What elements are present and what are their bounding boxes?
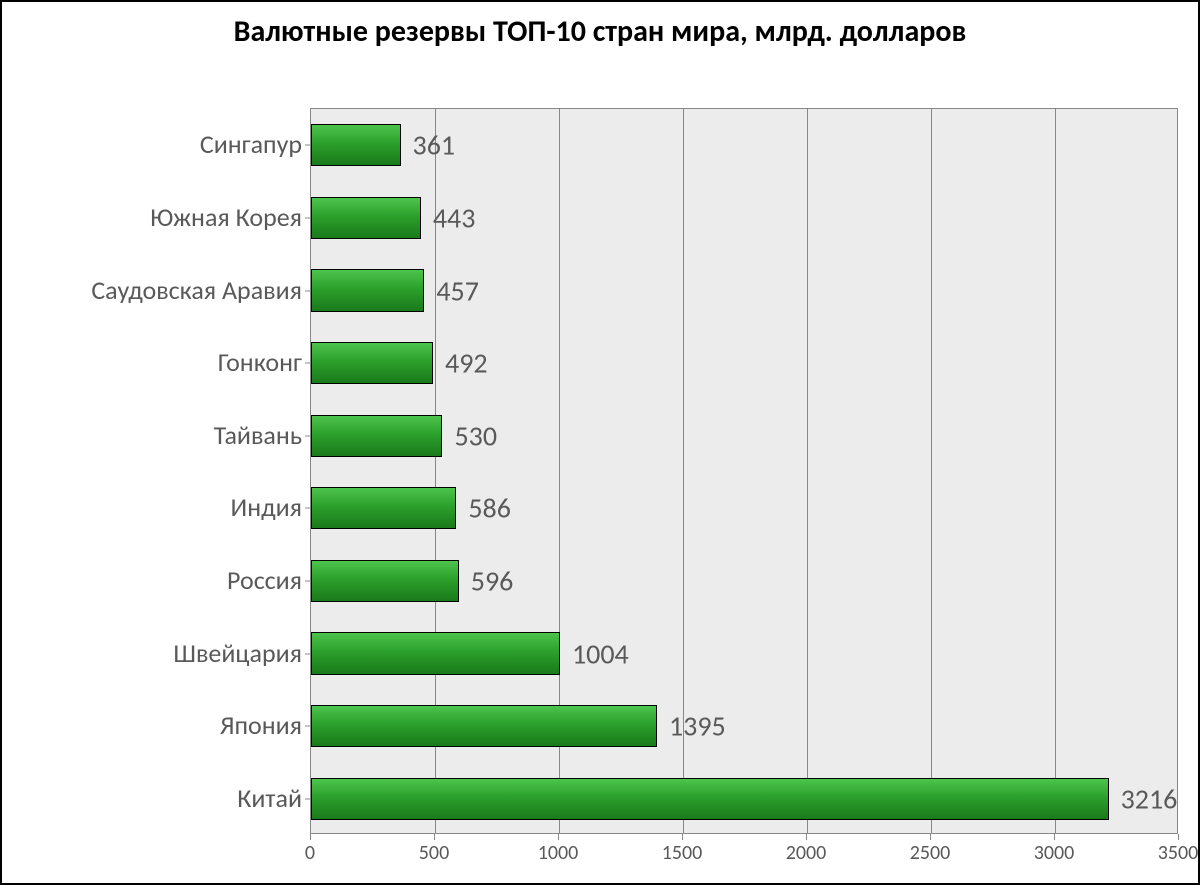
bar-data-label: 1004 — [572, 636, 629, 671]
bar — [311, 197, 421, 239]
bar-data-label: 492 — [445, 346, 488, 381]
bar — [311, 342, 433, 384]
bar-data-label: 586 — [468, 491, 511, 526]
y-axis-label: Япония — [220, 709, 302, 741]
y-axis-label: Индия — [231, 491, 302, 523]
bar — [311, 415, 442, 457]
x-tick-label: 3000 — [1034, 841, 1075, 865]
x-tick-mark — [434, 834, 435, 840]
x-tick-mark — [930, 834, 931, 840]
bar — [311, 705, 657, 747]
y-axis-label: Южная Корея — [150, 201, 302, 233]
bar — [311, 269, 424, 311]
y-axis-label: Саудовская Аравия — [91, 274, 302, 306]
x-tick-label: 1000 — [538, 841, 579, 865]
bar — [311, 487, 456, 529]
y-axis-label: Сингапур — [200, 128, 302, 160]
bar-data-label: 3216 — [1121, 781, 1178, 816]
bar-data-label: 596 — [471, 563, 514, 598]
y-axis-label: Тайвань — [214, 419, 302, 451]
gridline — [807, 109, 808, 833]
x-tick-mark — [558, 834, 559, 840]
x-tick-mark — [682, 834, 683, 840]
y-axis-label: Китай — [237, 782, 302, 814]
x-tick-label: 0 — [305, 841, 315, 865]
chart-container: Валютные резервы ТОП-10 стран мира, млрд… — [0, 0, 1200, 885]
y-axis-label: Гонконг — [218, 346, 302, 378]
bar — [311, 632, 560, 674]
x-tick-label: 3500 — [1158, 841, 1199, 865]
x-tick-label: 1500 — [662, 841, 703, 865]
bar — [311, 560, 459, 602]
x-tick-mark — [806, 834, 807, 840]
x-tick-label: 2500 — [910, 841, 951, 865]
x-tick-mark — [1054, 834, 1055, 840]
bar — [311, 778, 1109, 820]
y-axis-label: Россия — [227, 564, 302, 596]
x-tick-mark — [1178, 834, 1179, 840]
y-axis-label: Швейцария — [173, 637, 302, 669]
x-tick-label: 2000 — [786, 841, 827, 865]
x-tick-label: 500 — [419, 841, 449, 865]
x-axis: 0500100015002000250030003500 — [310, 834, 1178, 868]
plot-area: 361 443 457 492 530 586 596 1004 1395 3216 — [310, 108, 1178, 834]
bar — [311, 124, 401, 166]
bar-data-label: 1395 — [669, 709, 726, 744]
plot-row: Сингапур Южная Корея Саудовская Аравия Гонк… — [2, 108, 1178, 834]
bar-data-label: 457 — [436, 273, 479, 308]
y-axis-labels: Сингапур Южная Корея Саудовская Аравия Гонк… — [2, 108, 310, 834]
gridline — [931, 109, 932, 833]
gridline — [1055, 109, 1056, 833]
x-tick-mark — [310, 834, 311, 840]
bar-data-label: 361 — [413, 128, 456, 163]
bar-data-label: 530 — [454, 418, 497, 453]
chart-title: Валютные резервы ТОП-10 стран мира, млрд… — [2, 2, 1198, 56]
bar-data-label: 443 — [433, 200, 476, 235]
